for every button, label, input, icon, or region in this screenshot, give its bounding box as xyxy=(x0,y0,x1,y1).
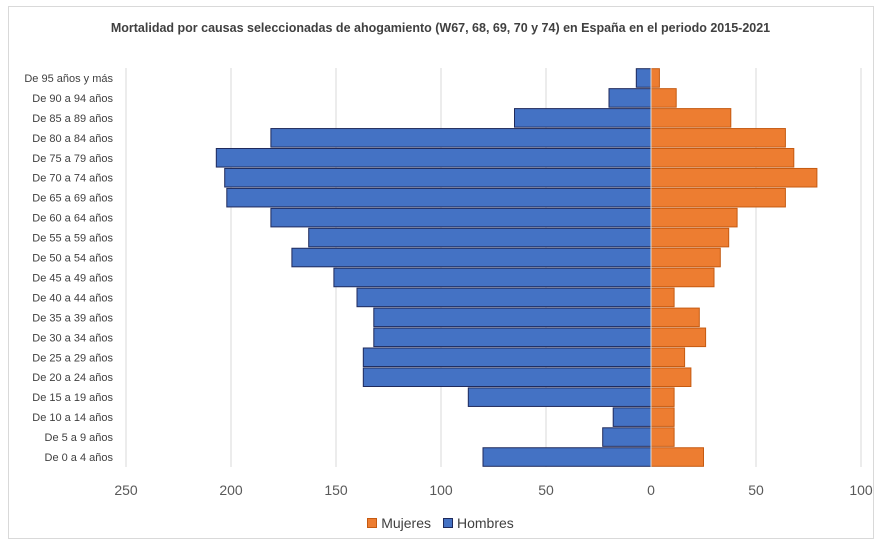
bar-mujeres xyxy=(650,387,675,407)
category-label: De 20 a 24 años xyxy=(32,372,113,384)
bar-hombres xyxy=(514,108,652,128)
bar-mujeres xyxy=(650,427,675,447)
bar-mujeres xyxy=(650,187,786,208)
bar-mujeres xyxy=(650,247,721,268)
bar-hombres xyxy=(333,267,652,288)
x-tick-label: 100 xyxy=(849,482,873,498)
category-label: De 10 a 14 años xyxy=(32,412,113,424)
bar-mujeres xyxy=(650,227,730,248)
bar-mujeres xyxy=(650,327,707,348)
bar-mujeres xyxy=(650,447,704,467)
bar-hombres xyxy=(635,68,652,88)
bar-mujeres xyxy=(650,108,732,128)
category-label: De 50 a 54 años xyxy=(32,253,113,265)
x-tick-label: 250 xyxy=(114,482,138,498)
bar-hombres xyxy=(291,247,652,268)
legend-item-mujeres: Mujeres xyxy=(367,515,431,531)
category-label: De 25 a 29 años xyxy=(32,352,113,364)
bar-hombres xyxy=(226,187,652,208)
bar-mujeres xyxy=(650,68,660,88)
bar-mujeres xyxy=(650,128,786,148)
bar-mujeres xyxy=(650,367,692,388)
category-label: De 85 a 89 años xyxy=(32,113,113,125)
category-label: De 75 a 79 años xyxy=(32,153,113,165)
x-tick-label: 50 xyxy=(748,482,764,498)
bar-mujeres xyxy=(650,88,677,108)
category-label: De 65 a 69 años xyxy=(32,193,113,205)
bar-mujeres xyxy=(650,347,686,368)
category-label: De 30 a 34 años xyxy=(32,332,113,344)
legend-label-mujeres: Mujeres xyxy=(381,515,431,531)
bar-hombres xyxy=(356,287,652,308)
bar-hombres xyxy=(224,167,652,188)
bar-hombres xyxy=(373,307,652,328)
category-label: De 0 a 4 años xyxy=(45,452,114,464)
bar-mujeres xyxy=(650,307,700,328)
x-tick-label: 50 xyxy=(538,482,554,498)
category-label: De 45 a 49 años xyxy=(32,272,113,284)
bar-hombres xyxy=(602,427,652,447)
x-tick-label: 150 xyxy=(324,482,348,498)
bar-hombres xyxy=(373,327,652,348)
x-tick-label: 100 xyxy=(429,482,453,498)
bar-mujeres xyxy=(650,407,675,427)
category-label: De 70 a 74 años xyxy=(32,173,113,185)
bar-mujeres xyxy=(650,207,738,228)
bar-hombres xyxy=(362,367,652,388)
category-label: De 80 a 84 años xyxy=(32,133,113,145)
bar-mujeres xyxy=(650,167,818,188)
chart-legend: Mujeres Hombres xyxy=(0,515,881,531)
bar-mujeres xyxy=(650,287,675,308)
bar-hombres xyxy=(270,207,652,228)
category-label: De 95 años y más xyxy=(24,73,113,85)
bar-hombres xyxy=(362,347,652,368)
category-label: De 15 a 19 años xyxy=(32,392,113,404)
bar-hombres xyxy=(612,407,652,427)
x-tick-label: 0 xyxy=(647,482,655,498)
x-tick-label: 200 xyxy=(219,482,243,498)
category-label: De 35 a 39 años xyxy=(32,312,113,324)
bar-hombres xyxy=(482,447,652,467)
legend-item-hombres: Hombres xyxy=(443,515,514,531)
legend-swatch-mujeres xyxy=(367,518,378,528)
bar-hombres xyxy=(308,227,652,248)
bar-mujeres xyxy=(650,267,715,288)
category-label: De 55 a 59 años xyxy=(32,233,113,245)
chart-title: Mortalidad por causas seleccionadas de a… xyxy=(110,21,771,35)
legend-swatch-hombres xyxy=(443,518,453,528)
legend-label-hombres: Hombres xyxy=(457,515,514,531)
category-label: De 60 a 64 años xyxy=(32,213,113,225)
bar-mujeres xyxy=(650,147,795,168)
bar-hombres xyxy=(270,128,652,148)
category-label: De 40 a 44 años xyxy=(32,292,113,304)
bar-hombres xyxy=(467,387,652,407)
category-label: De 5 a 9 años xyxy=(45,432,114,444)
bar-hombres xyxy=(608,88,652,108)
category-label: De 90 a 94 años xyxy=(32,93,113,105)
bar-hombres xyxy=(215,147,652,168)
